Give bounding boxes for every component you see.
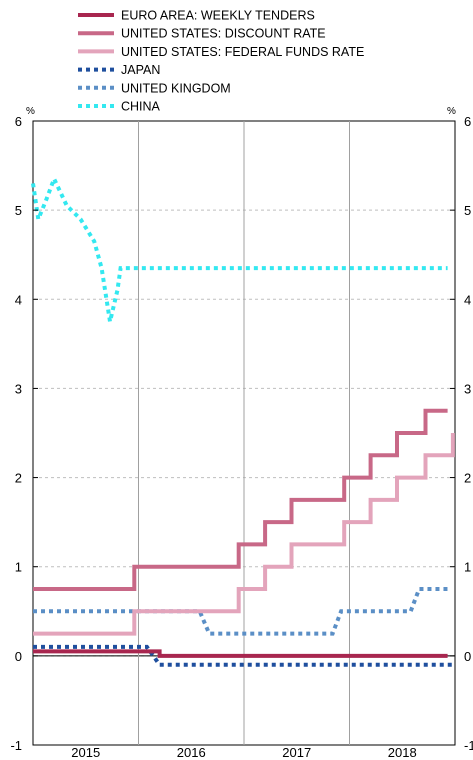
y-tick-label-left: 4 [15,292,22,307]
series-line-united-states-discount-rate [33,408,448,591]
y-tick-label-right: 5 [464,203,471,218]
legend-label-united-states-federal-funds-rate: UNITED STATES: FEDERAL FUNDS RATE [121,45,364,59]
series-line-united-states-federal-funds-rate [33,433,455,636]
y-tick-label-left: -1 [10,738,22,753]
y-tick-label-left: 3 [15,381,22,396]
x-tick-label: 2016 [177,745,206,760]
y-tick-label-right: 1 [464,560,471,575]
legend: EURO AREA: WEEKLY TENDERS UNITED STATES: … [78,9,364,114]
legend-label-china: CHINA [121,100,161,114]
year-dividers [138,121,350,745]
y-unit-right: % [447,106,456,117]
y-tick-label-right: 0 [464,649,471,664]
y-tick-label-left: 2 [15,471,22,486]
series-layer [31,173,455,667]
x-tick-label: 2017 [282,745,311,760]
y-tick-label-right: 3 [464,381,471,396]
y-unit-left: % [26,106,35,117]
y-tick-label-right: 4 [464,292,471,307]
legend-label-united-kingdom: UNITED KINGDOM [121,81,231,95]
x-tick-label: 2015 [71,745,100,760]
x-tick-label: 2018 [388,745,417,760]
y-tick-label-left: 5 [15,203,22,218]
series-line-united-kingdom [33,587,448,636]
y-tick-label-right: 2 [464,471,471,486]
axes: -1 -1 0 0 1 1 2 2 3 3 4 4 5 5 6 6% % 2015 2016 2017 2018 [10,106,473,760]
legend-label-united-states-discount-rate: UNITED STATES: DISCOUNT RATE [121,27,326,41]
legend-label-japan: JAPAN [121,63,160,77]
series-line-china [31,173,448,323]
series-line-japan [33,644,453,667]
y-tick-label-right: 6 [464,114,471,129]
y-tick-label-left: 0 [15,649,22,664]
y-tick-label-right: -1 [464,738,473,753]
y-tick-label-left: 6 [15,114,22,129]
legend-label-euro-area-weekly-tenders: EURO AREA: WEEKLY TENDERS [121,9,315,23]
series-line-euro-area-weekly-tenders [33,649,448,658]
y-tick-label-left: 1 [15,560,22,575]
